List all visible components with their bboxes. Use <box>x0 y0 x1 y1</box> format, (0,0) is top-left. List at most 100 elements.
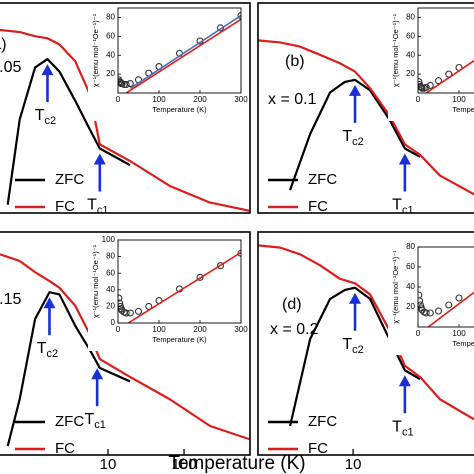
legend-label: FC <box>55 440 75 457</box>
inset-point <box>216 262 225 270</box>
transition-symbol: T <box>37 340 47 357</box>
inset-frame <box>417 7 474 94</box>
transition-label: Tc2 <box>37 340 58 360</box>
inset-y-tick-label: 80 <box>406 13 415 22</box>
data-line <box>6 57 131 205</box>
inset-background <box>88 3 247 121</box>
data-line <box>258 39 474 196</box>
inset-point <box>418 301 425 309</box>
transition-subscript: c2 <box>352 344 364 356</box>
inset-y-tick-label: 40 <box>406 50 415 59</box>
transition-label: Tc2 <box>35 107 56 127</box>
inset-x-tick-label: 300 <box>234 95 248 104</box>
inset-y-tick-label: 20 <box>406 69 415 78</box>
arrow-head <box>91 368 104 380</box>
inset-fit-line <box>425 59 474 93</box>
transition-label: Tc2 <box>342 336 363 356</box>
inset-point <box>426 81 434 89</box>
transition-subscript: c1 <box>97 204 109 216</box>
transition-symbol: T <box>87 197 97 214</box>
data-line <box>0 28 250 212</box>
inset-y-tick-label: 40 <box>106 50 115 59</box>
inset-y-label: χ⁻¹(emu mol⁻¹Oe⁻¹)⁻¹ <box>91 244 100 318</box>
inset-point <box>118 294 123 302</box>
inset-x-tick-label: 100 <box>452 329 466 338</box>
panel-frame <box>0 2 251 214</box>
transition-symbol: T <box>342 128 352 145</box>
legend-label: FC <box>308 440 328 457</box>
inset-x-tick-label: 100 <box>152 325 166 334</box>
inset-plot <box>418 291 474 327</box>
legend-label: ZFC <box>55 171 84 188</box>
inset-point <box>418 84 426 92</box>
inset-frame <box>117 239 242 324</box>
inset-point <box>434 307 443 315</box>
transition-label: Tc1 <box>87 197 108 217</box>
inset-x-tick-label: 200 <box>193 95 207 104</box>
inset-y-tick-label: 20 <box>106 302 115 311</box>
composition-label: x = 0.15 <box>0 291 21 308</box>
data-line <box>288 286 421 427</box>
inset-y-tick-label: 40 <box>406 282 415 291</box>
inset-y-tick-label: 80 <box>406 242 415 251</box>
data-line <box>6 291 131 447</box>
inset-y-tick-label: 80 <box>106 13 115 22</box>
inset-frame <box>417 246 474 328</box>
inset-y-tick-label: 100 <box>102 235 116 244</box>
inset-plot <box>118 249 241 323</box>
transition-symbol: T <box>392 197 402 214</box>
arrow-head <box>349 292 362 304</box>
transition-arrow <box>41 64 54 103</box>
inset-point <box>445 301 453 309</box>
arrow-head <box>41 64 54 76</box>
inset-point <box>434 77 443 85</box>
composition-label: x = 0.05 <box>0 59 21 76</box>
inset-y-tick-label: 60 <box>406 262 415 271</box>
inset-point <box>237 249 241 257</box>
inset-fit-line <box>127 251 241 323</box>
inset-frame <box>117 7 242 94</box>
arrow-head <box>93 153 106 165</box>
inset-y-label: χ⁻¹(emu mol⁻¹Oe⁻¹)⁻¹ <box>391 250 400 324</box>
inset-y-tick-label: 60 <box>106 268 115 277</box>
inset-point <box>237 12 241 20</box>
transition-label: Tc1 <box>392 418 413 438</box>
transition-symbol: T <box>35 107 45 124</box>
curves <box>258 244 474 427</box>
inset-y-tick-label: 60 <box>406 31 415 40</box>
legend-label: ZFC <box>308 413 337 430</box>
inset-point <box>122 309 130 317</box>
inset-point <box>134 307 143 315</box>
inset-y-tick-label: 20 <box>406 302 415 311</box>
inset-plot <box>118 12 241 93</box>
transition-subscript: c1 <box>94 419 106 431</box>
transition-subscript: c1 <box>402 426 414 438</box>
inset-x-tick-label: 0 <box>116 95 121 104</box>
composition-label: x = 0.2 <box>270 321 319 338</box>
transition-arrow <box>398 375 411 414</box>
curves <box>258 39 474 196</box>
transition-label: Tc1 <box>84 411 105 431</box>
curves <box>0 253 250 447</box>
panel-frame <box>257 2 474 214</box>
panel-frame <box>0 231 251 456</box>
data-line <box>289 78 421 191</box>
inset-point <box>455 294 463 302</box>
inset-x-label: Temperature (K) <box>452 105 474 114</box>
panel-frame <box>257 231 474 456</box>
legend-label: ZFC <box>55 413 84 430</box>
inset-x-tick-label: 300 <box>234 325 248 334</box>
panel-label: (b) <box>285 53 305 70</box>
inset-y-tick-label: 0 <box>111 318 116 327</box>
panel-label: (a) <box>0 36 7 53</box>
transition-subscript: c2 <box>352 136 364 148</box>
transition-subscript: c2 <box>47 348 59 360</box>
data-line <box>258 244 474 421</box>
inset-fit-line <box>125 18 241 93</box>
data-line <box>0 253 250 441</box>
inset-x-tick-label: 100 <box>452 95 466 104</box>
x-tick-label: 100 <box>172 456 197 473</box>
inset-y-tick-label: 20 <box>106 69 115 78</box>
x-axis-label: Temperature (K) <box>168 453 305 474</box>
